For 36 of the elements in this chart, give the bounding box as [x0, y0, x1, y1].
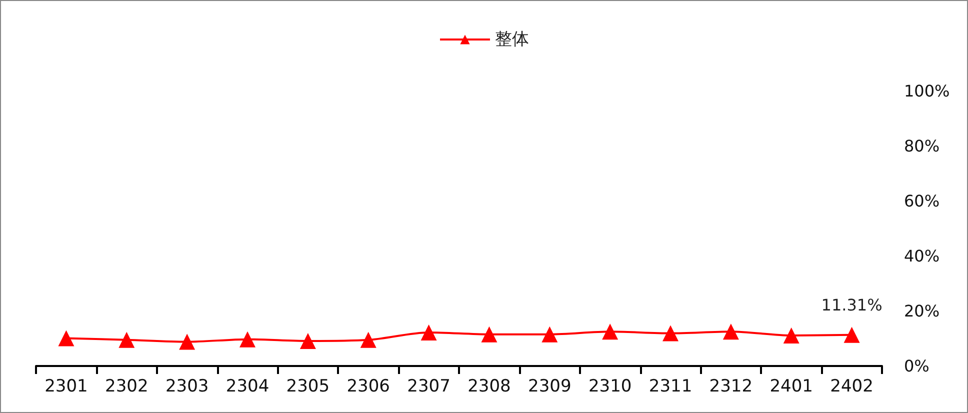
y-tick-label: 60%	[904, 192, 940, 210]
x-tick-label: 2307	[407, 376, 450, 396]
x-tick-label: 2305	[286, 376, 330, 396]
x-tick-label: 2304	[226, 376, 270, 396]
point	[240, 331, 256, 348]
y-tick-label: 100%	[904, 82, 950, 100]
point	[844, 326, 860, 343]
point	[58, 330, 74, 346]
point	[662, 325, 678, 342]
y-tick-label: 20%	[904, 302, 940, 320]
x-tick-label: 2401	[770, 376, 813, 396]
point	[602, 324, 618, 340]
x-tick-label: 2311	[648, 376, 692, 396]
y-tick-label: 40%	[904, 246, 940, 266]
y-tick-label: 80%	[904, 136, 940, 156]
point	[481, 326, 498, 342]
point	[179, 334, 196, 350]
x-tick-label: 2310	[588, 376, 632, 396]
legend-label: 整体	[495, 30, 529, 50]
x-tick-label: 2303	[165, 376, 209, 396]
point	[118, 332, 135, 348]
point	[300, 332, 316, 349]
x-tick-label: 2308	[468, 376, 511, 396]
x-tick-label: 2312	[709, 376, 753, 396]
x-tick-label: 2309	[528, 376, 572, 396]
x-tick-label: 2402	[830, 376, 874, 396]
y-tick-label: 0%	[904, 356, 930, 376]
x-tick-label: 2302	[105, 376, 148, 396]
x-tick-label: 2306	[346, 376, 390, 396]
point	[420, 324, 437, 340]
data-label: 11.31%	[821, 295, 882, 314]
point	[783, 327, 800, 344]
x-tick-label: 2301	[44, 376, 88, 396]
point	[360, 332, 376, 348]
point	[542, 326, 558, 342]
point	[722, 324, 739, 340]
